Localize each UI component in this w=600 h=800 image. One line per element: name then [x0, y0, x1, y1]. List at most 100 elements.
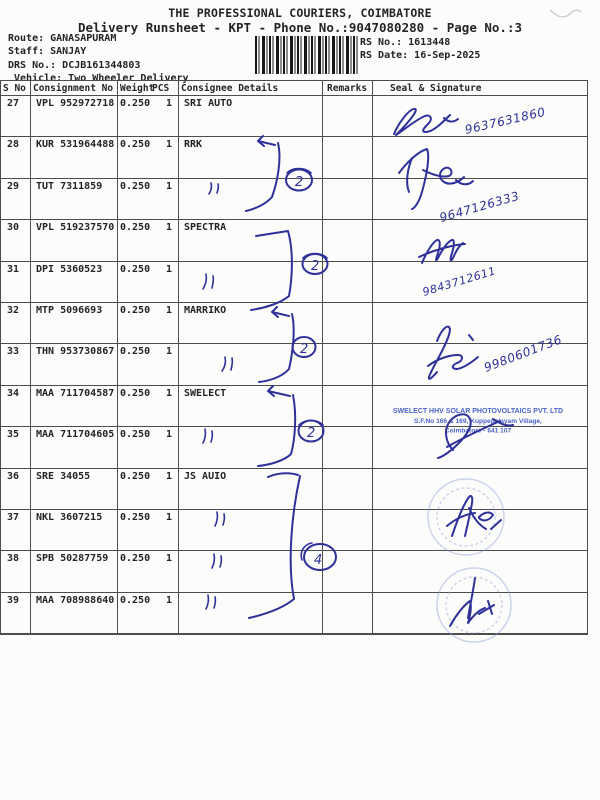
round-seal-1	[427, 478, 505, 556]
cell-consignment: MTP 5096693	[36, 305, 103, 316]
vehicle-line: Vehicle: Two Wheeler Delivery	[14, 73, 189, 84]
cell-weight: 0.250	[120, 98, 151, 109]
cell-consignee: SWELECT	[184, 387, 227, 399]
ditto-mark-row-29	[208, 182, 220, 195]
cell-pcs: 1	[166, 512, 173, 523]
table-line	[30, 80, 31, 634]
cell-sno: 32	[7, 305, 20, 316]
stamp-line-1: SWELECT HHV SOLAR PHOTOVOLTAICS PVT. LTD	[393, 408, 563, 415]
cell-weight: 0.250	[120, 346, 151, 358]
cell-sno: 30	[7, 222, 20, 234]
rs-date-label: RS Date:	[360, 50, 409, 61]
cell-sno: 39	[7, 594, 20, 606]
cell-pcs: 1	[166, 387, 173, 399]
table-border	[0, 80, 588, 82]
cell-sno: 38	[7, 553, 20, 565]
column-header-sno: S No	[3, 83, 26, 94]
table-line	[0, 177, 588, 179]
cell-consignment: MAA 711704587	[36, 387, 115, 399]
table-line	[178, 80, 179, 634]
staff-value: SANJAY	[50, 46, 87, 57]
group-bracket-rows-32-33: 2	[258, 306, 317, 383]
stamp-line-3: Coimbatore - 641 107	[445, 428, 512, 435]
cell-weight: 0.250	[120, 180, 151, 192]
drs-label: DRS No.:	[8, 60, 57, 71]
cell-sno: 33	[7, 346, 20, 358]
table-line	[0, 343, 588, 345]
drs-line: DRS No.: DCJB161344803	[8, 60, 140, 71]
table-line	[0, 260, 588, 262]
table-line	[0, 384, 588, 386]
cell-consignment: DPI 5360523	[36, 263, 103, 275]
ditto-mark-row-39	[205, 594, 217, 610]
cell-pcs: 1	[166, 139, 173, 151]
cell-sno: 34	[7, 387, 20, 399]
rs-date-line: RS Date: 16-Sep-2025	[360, 50, 480, 61]
column-header-seal: Seal & Signature	[390, 83, 482, 94]
round-seal-2	[436, 567, 512, 643]
cell-pcs: 1	[166, 594, 173, 606]
cell-sno: 36	[7, 470, 20, 482]
cell-weight: 0.250	[120, 263, 151, 275]
cell-pcs: 1	[166, 98, 173, 109]
ditto-mark-row-33	[221, 356, 234, 372]
signature-rows-30-31	[418, 238, 466, 264]
table-line	[0, 80, 1, 634]
phone-number-row-27: 9637631860	[464, 105, 547, 137]
swelect-company-stamp: SWELECT HHV SOLAR PHOTOVOLTAICS PVT. LTD…	[393, 408, 563, 435]
runsheet-barcode	[255, 36, 358, 74]
runsheet-subtitle: Delivery Runsheet - KPT - Phone No.:9047…	[77, 20, 522, 35]
table-line	[0, 467, 588, 469]
ditto-mark-row-31	[202, 273, 215, 290]
stamp-line-2: S.F.No 166 & 169, Kuppepalayam Village,	[414, 418, 542, 425]
cell-weight: 0.250	[120, 594, 151, 606]
table-line	[372, 80, 373, 634]
signature-rows-38-39	[449, 577, 495, 627]
rs-no-label: RS No.:	[360, 37, 403, 48]
ditto-mark-row-38	[211, 553, 223, 569]
table-line	[0, 550, 588, 552]
cell-pcs: 1	[166, 470, 173, 482]
signature-rows-36-37	[446, 494, 502, 537]
cell-pcs: 1	[166, 180, 173, 192]
cell-pcs: 1	[166, 346, 173, 358]
company-title: THE PROFESSIONAL COURIERS, COIMBATORE	[168, 6, 432, 20]
group-count-rows-34-35: 2	[307, 426, 315, 441]
staff-label: Staff:	[8, 46, 45, 57]
cell-sno: 31	[7, 263, 20, 275]
staff-line: Staff: SANJAY	[8, 46, 86, 57]
phone-number-rows-30-31: 9843712611	[421, 264, 497, 299]
cell-consignment: VPL 952972718	[36, 98, 115, 109]
signature-rows-28-29	[398, 148, 474, 210]
cell-consignment: VPL 519237570	[36, 222, 115, 234]
cell-consignee: MARRIKO	[184, 305, 227, 316]
route-value: GANASAPURAM	[50, 33, 117, 44]
table-line	[322, 80, 323, 634]
cell-consignee: JS AUIO	[184, 470, 227, 482]
cell-weight: 0.250	[120, 305, 151, 316]
column-header-consignment: Consignment No	[33, 83, 114, 94]
cell-pcs: 1	[166, 553, 173, 565]
cell-weight: 0.250	[120, 222, 151, 234]
column-header-consignee: Consignee Details	[181, 83, 279, 94]
table-line	[117, 80, 118, 634]
column-header-remarks: Remarks	[327, 83, 368, 94]
signature-row-27	[393, 108, 459, 136]
cell-pcs: 1	[166, 429, 173, 441]
table-line	[0, 509, 588, 510]
rs-no-line: RS No.: 1613448	[360, 37, 450, 48]
cell-consignee: SRI AUTO	[184, 98, 233, 109]
table-line	[0, 136, 588, 138]
column-header-weight: Weight	[120, 83, 155, 94]
drs-value: DCJB161344803	[62, 60, 141, 71]
cell-weight: 0.250	[120, 429, 151, 441]
table-line	[0, 95, 588, 96]
cell-weight: 0.250	[120, 139, 151, 151]
ditto-mark-row-37	[214, 511, 226, 527]
cell-consignment: SPB 50287759	[36, 553, 109, 565]
cell-sno: 29	[7, 180, 20, 192]
cell-consignee: RRK	[184, 139, 203, 151]
phone-number-rows-32-33: 9980601736	[482, 332, 564, 375]
cell-weight: 0.250	[120, 387, 151, 399]
